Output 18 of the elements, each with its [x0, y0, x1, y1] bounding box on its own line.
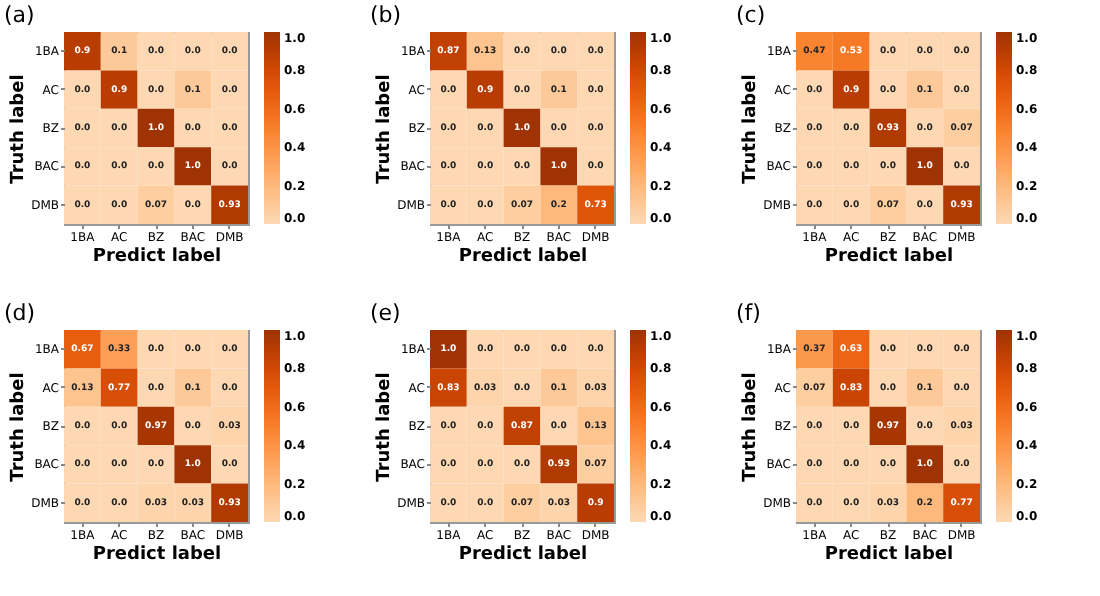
x-axis-title: Predict label — [824, 247, 954, 267]
chart-title: (d) — [4, 300, 36, 326]
x-axis-title: Predict label — [824, 545, 954, 565]
chart-title: (a) — [4, 2, 35, 28]
chart-title: (c) — [736, 2, 766, 28]
y-axis-title: Truth label — [741, 74, 762, 184]
y-axis-title: Truth label — [375, 74, 396, 184]
chart-title: (b) — [370, 2, 402, 28]
x-axis-title: Predict label — [92, 247, 222, 267]
y-axis-title: Truth label — [741, 372, 762, 482]
y-axis-title: Truth label — [9, 74, 30, 184]
x-axis-title: Predict label — [92, 545, 222, 565]
y-axis-title: Truth label — [9, 372, 30, 482]
y-axis-title: Truth label — [375, 372, 396, 482]
x-axis-title: Predict label — [458, 247, 588, 267]
chart-title: (f) — [736, 300, 761, 326]
x-axis-title: Predict label — [458, 545, 588, 565]
chart-title: (e) — [370, 300, 401, 326]
